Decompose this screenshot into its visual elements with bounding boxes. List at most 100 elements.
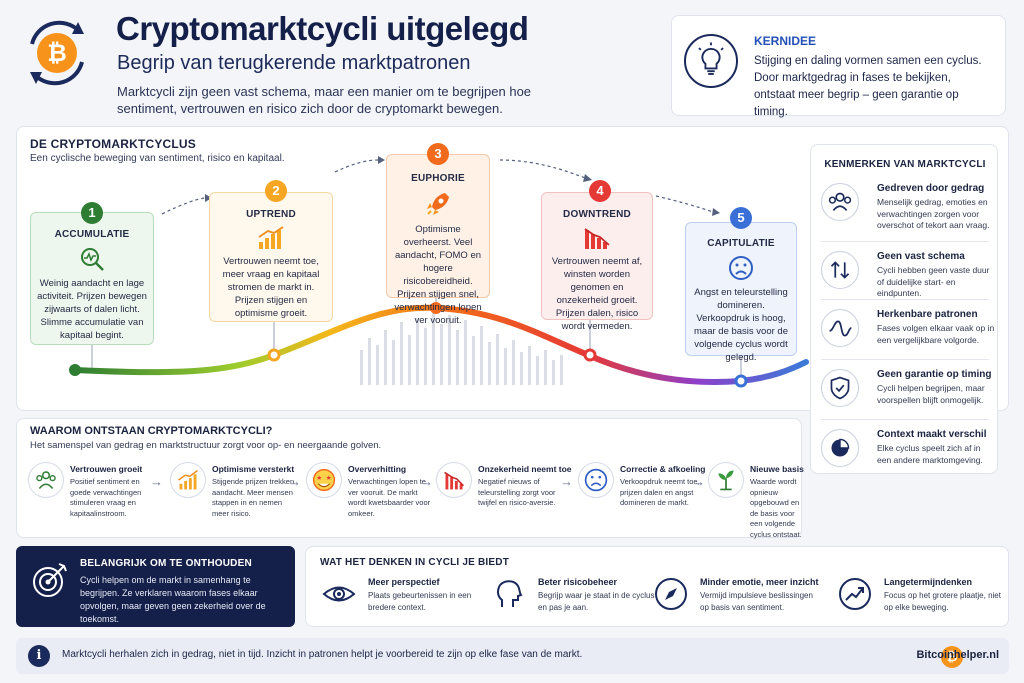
kenmerk-title: Gedreven door gedrag: [877, 183, 985, 194]
waarom-step-title: Optimisme versterkt: [212, 464, 295, 474]
phase-title: EUPHORIE: [411, 173, 465, 184]
waarom-step-text: Positief sentiment en goede verwachtinge…: [70, 477, 142, 518]
arrow-right-icon: →: [150, 474, 163, 489]
kenmerk-text: Cycli helpen begrijpen, maar voorspellen…: [877, 383, 985, 405]
phase-title: CAPITULATIE: [707, 238, 775, 249]
waarom-step-title: Vertrouwen groeit: [70, 464, 143, 474]
arrow-right-icon: →: [692, 474, 705, 489]
compass-icon: [655, 578, 687, 610]
intro-text: Marktcycli zijn geen vast schema, maar e…: [117, 84, 532, 116]
worried-face-icon: [578, 462, 614, 498]
decline-chart-icon: [436, 462, 472, 498]
up-down-arrows-icon: [821, 251, 859, 289]
phase-badge-2: 2: [265, 180, 287, 202]
sprout-icon: [708, 462, 744, 498]
denken-item-text: Plaats gebeurtenissen in een bredere con…: [368, 591, 472, 612]
denken-item-text: Focus op het grotere plaatje, niet op el…: [884, 591, 1001, 612]
phase-badge-5: 5: [730, 207, 752, 229]
growth-chart-icon: [170, 462, 206, 498]
bar-chart-down-icon: [584, 228, 610, 249]
denken-item-title: Langetermijndenken: [884, 577, 973, 587]
phase-text: Vertrouwen neemt toe, meer vraag en kapi…: [222, 256, 320, 319]
kenmerk-title: Geen vast schema: [877, 251, 965, 262]
cycle-title: DE CRYPTOMARKTCYCLUS: [30, 137, 197, 151]
phase-badge-1: 1: [81, 202, 103, 224]
site-link[interactable]: Bitcoinhelper.nl: [916, 649, 999, 661]
wave-line-icon: [821, 309, 859, 347]
arrow-right-icon: →: [288, 474, 301, 489]
phase-card-downtrend: DOWNTREND Vertrouwen neemt af, winsten w…: [541, 192, 653, 332]
denken-item-title: Meer perspectief: [368, 577, 440, 587]
kernidee-title: KERNIDEE: [754, 34, 817, 48]
svg-text:★: ★: [326, 475, 332, 482]
waarom-title: WAAROM ONTSTAAN CRYPTOMARKTCYCLI?: [30, 425, 273, 437]
belangrijk-card: BELANGRIJK OM TE ONTHOUDEN Cycli helpen …: [16, 546, 295, 627]
footer-bar: i Marktcycli herhalen zich in gedrag, ni…: [16, 638, 1009, 674]
waarom-step-text: Negatief nieuws of teleurstelling zorgt …: [478, 477, 556, 507]
kenmerk-title: Context maakt verschil: [877, 429, 987, 440]
phase-text: Angst en teleurstelling domineren. Verko…: [694, 287, 788, 363]
star-eyes-face-icon: ★ ★: [306, 462, 342, 498]
kenmerk-text: Menselijk gedrag, emoties en verwachting…: [877, 197, 990, 230]
arrow-right-icon: →: [420, 474, 433, 489]
cycle-subtitle: Een cyclische beweging van sentiment, ri…: [30, 153, 285, 164]
pie-chart-icon: [821, 429, 859, 467]
phase-badge-4: 4: [589, 180, 611, 202]
info-icon: i: [28, 645, 50, 667]
target-icon: [33, 563, 67, 597]
waarom-panel: [16, 418, 802, 538]
waarom-step-text: Waarde wordt opnieuw opgebouwd en de bas…: [750, 477, 802, 539]
kenmerken-panel: KENMERKEN VAN MARKTCYCLI Gedreven door g…: [810, 144, 998, 474]
belangrijk-text: Cycli helpen om de markt in samenhang te…: [80, 575, 266, 624]
svg-text:★: ★: [316, 475, 322, 482]
svg-text:₿: ₿: [47, 39, 67, 67]
bitcoin-cycle-icon: ₿: [30, 20, 84, 86]
kenmerk-title: Herkenbare patronen: [877, 309, 978, 320]
waarom-step-title: Onzekerheid neemt toe: [478, 464, 572, 474]
curve-markers: [69, 302, 748, 388]
bitcoin-icon: ₿: [941, 646, 963, 668]
volume-bars: [360, 312, 563, 385]
kenmerk-title: Geen garantie op timing: [877, 369, 992, 380]
waarom-step-text: Stijgende prijzen trekken aandacht. Meer…: [212, 477, 295, 518]
phase-card-capitulatie: CAPITULATIE Angst en teleurstelling domi…: [685, 222, 797, 363]
kenmerk-text: Elke cyclus speelt zich af in een andere…: [877, 443, 983, 465]
belangrijk-title: BELANGRIJK OM TE ONTHOUDEN: [80, 558, 252, 569]
phase-card-accumulatie: ACCUMULATIE Weinig aandacht en lage acti…: [30, 212, 154, 345]
shield-check-icon: [821, 369, 859, 407]
kenmerk-text: Fases volgen elkaar vaak op in een verge…: [877, 323, 995, 345]
kenmerk-text: Cycli hebben geen vaste duur of duidelij…: [877, 265, 990, 298]
page-title: Cryptomarktcycli uitgelegd: [116, 10, 529, 47]
denken-item-title: Minder emotie, meer inzicht: [700, 577, 819, 587]
phase-title: ACCUMULATIE: [54, 229, 130, 240]
phase-card-euphorie: EUPHORIE Optimisme overheerst. Veel aand…: [386, 154, 490, 326]
lightbulb-icon: [684, 34, 738, 88]
kernidee-text: Stijging en daling vormen samen een cycl…: [754, 55, 982, 118]
page-subtitle: Begrip van terugkerende marktpatronen: [117, 52, 471, 74]
waarom-step-title: Oververhitting: [348, 464, 407, 474]
bar-chart-up-icon: [258, 226, 284, 249]
waarom-subtitle: Het samenspel van gedrag en marktstructu…: [30, 440, 382, 451]
kernidee-card: KERNIDEE Stijging en daling vormen samen…: [671, 15, 1006, 118]
rocket-icon: [427, 193, 449, 215]
denken-panel: WAT HET DENKEN IN CYCLI JE BIEDT Meer pe…: [305, 546, 1009, 627]
denken-item-title: Beter risicobeheer: [538, 577, 618, 587]
waarom-step-title: Correctie & afkoeling: [620, 464, 706, 474]
denken-title: WAT HET DENKEN IN CYCLI JE BIEDT: [320, 557, 510, 568]
waarom-step-text: Verwachtingen lopen te ver vooruit. De m…: [348, 477, 431, 518]
waarom-step-title: Nieuwe basis: [750, 464, 804, 474]
kenmerken-title: KENMERKEN VAN MARKTCYCLI: [824, 159, 986, 170]
phase-badge-3: 3: [427, 143, 449, 165]
phase-title: UPTREND: [246, 209, 296, 220]
phase-title: DOWNTREND: [563, 209, 631, 220]
head-icon: [497, 580, 523, 607]
sad-face-icon: [729, 256, 753, 280]
denken-item-text: Begrijp waar je staat in de cyclus en pa…: [538, 591, 655, 612]
arrow-right-icon: →: [560, 474, 573, 489]
denken-item-text: Vermijd impulsieve beslissingen op basis…: [700, 591, 813, 612]
eye-icon: [322, 586, 356, 602]
phase-card-uptrend: UPTREND Vertrouwen neemt toe, meer vraag…: [209, 192, 333, 322]
waarom-step-text: Verkoopdruk neemt toe, prijzen dalen en …: [620, 477, 700, 507]
people-icon: [28, 462, 64, 498]
